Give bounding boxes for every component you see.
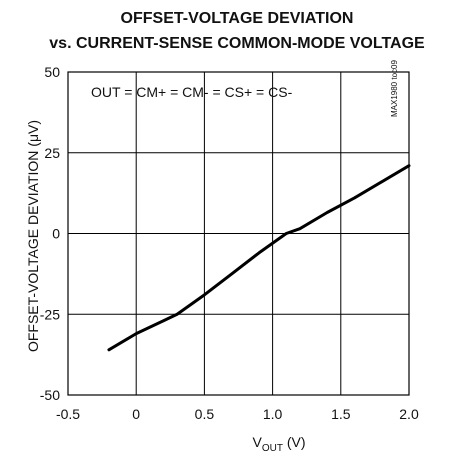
x-tick-label: -0.5 bbox=[56, 406, 80, 422]
chart-title: OFFSET-VOLTAGE DEVIATION bbox=[121, 10, 354, 27]
series-layer bbox=[107, 164, 411, 352]
y-tick-label: 0 bbox=[52, 226, 60, 242]
figure-code: MAX1980 toc09 bbox=[390, 60, 399, 117]
offset-voltage-series-line bbox=[107, 164, 411, 352]
y-tick-label: -25 bbox=[40, 306, 60, 322]
chart-subtitle: vs. CURRENT-SENSE COMMON-MODE VOLTAGE bbox=[49, 35, 425, 52]
x-axis-label-main: V bbox=[252, 434, 262, 450]
x-tick-label: 0.5 bbox=[195, 406, 215, 422]
chart-annotation: OUT = CM+ = CM- = CS+ = CS- bbox=[91, 84, 293, 100]
x-tick-label: 1.5 bbox=[331, 406, 351, 422]
x-tick-label: 2.0 bbox=[399, 406, 419, 422]
x-axis-label: VOUT (V) bbox=[252, 434, 305, 454]
y-tick-label: 25 bbox=[44, 145, 60, 161]
x-tick-label: 0 bbox=[132, 406, 140, 422]
x-axis-label-subscript: OUT bbox=[262, 443, 283, 454]
x-axis-label-unit: (V) bbox=[283, 434, 306, 450]
y-tick-label: 50 bbox=[44, 64, 60, 80]
x-tick-label: 1.0 bbox=[263, 406, 283, 422]
y-axis-label: OFFSET-VOLTAGE DEVIATION (μV) bbox=[25, 120, 41, 352]
axis-layer: -0.5 0 0.5 1.0 1.5 2.0 -50 -25 0 25 50 bbox=[40, 64, 419, 422]
y-tick-label: -50 bbox=[40, 387, 60, 403]
plot-frame bbox=[67, 71, 410, 396]
